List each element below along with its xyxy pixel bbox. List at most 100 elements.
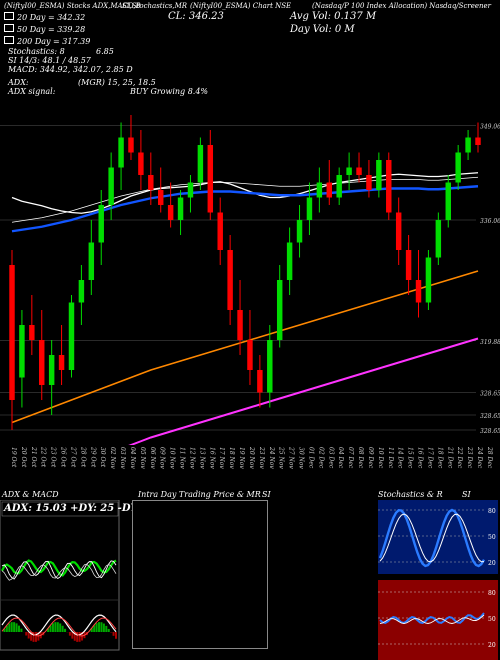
date-label: 14 Dec [397,447,404,469]
main-price-chart: 349.06 336.06 319.88 328.65 328.65 328.65 [0,115,500,445]
macd-bar [34,632,37,642]
candle-body [217,212,223,250]
candle-body [138,152,144,175]
date-label: 22 Dec [456,446,463,469]
date-label: 27 Oct [69,446,76,468]
candle-body [296,220,303,243]
macd-line [1,614,117,636]
macd-bar [5,625,8,632]
macd-bar [3,628,6,632]
macd-bar [107,628,110,632]
adx-box-text: ADX: 15.03 +DY: 25 -DY: 18.47 [4,503,175,514]
date-label: 10 Nov [169,447,176,469]
date-label: 18 Dec [436,447,443,469]
ma20-legend: 20 Day = 342.32 [4,12,85,22]
date-label: 04 Nov [129,447,136,469]
ma50-legend-icon [4,24,14,32]
macd-bar [95,623,98,632]
date-label: 10 Dec [377,447,384,469]
candle-body [306,197,313,220]
candle-body [118,137,124,168]
candle-body [48,355,55,385]
adx-macd-panel [0,500,120,651]
date-label: 23 Oct [50,446,57,468]
candle-body [227,250,233,310]
date-label: 28 Oct [79,446,86,468]
index-line: (Nasdaq/P 100 Index Allocation) Nasdaq/S… [312,2,492,10]
candle-body [455,152,461,183]
macd-bar [51,623,54,632]
day-vol: Day Vol: 0 M [290,24,355,35]
candle-body [128,137,134,153]
candle-body [187,182,194,198]
candle-body [356,167,362,175]
stoch-level-label: 20 [488,560,496,567]
adx-osc-line [1,560,117,580]
candle-body [78,280,85,303]
macd-bar [98,622,101,632]
date-label: 29 Oct [89,446,96,468]
macd-bar [105,625,108,632]
candle-body [98,205,104,243]
candle-body [366,175,372,190]
si-level-label: 80 [488,590,496,597]
candle-body [68,302,75,370]
macd-bar [8,623,11,632]
si-level-label: 20 [488,642,496,649]
date-label: 15 Dec [407,447,414,469]
macd-bar [20,628,23,632]
stoch-level-label: 50 [488,534,496,541]
candle-body [88,242,95,280]
date-label: 21 Oct [30,446,37,468]
macd-bar [93,625,96,632]
macd-bar [47,628,50,632]
date-label: 24 Dec [476,446,483,469]
stoch-d-line [379,513,485,563]
date-label: 12 Nov [188,447,195,469]
stoch-val: 6.85 [96,47,114,56]
candle-body [346,167,352,175]
si-line-2 [379,614,485,624]
price-axis-label: 328.65 [480,413,500,420]
intraday-panel-title: Intra Day Trading Price & MR [138,490,261,499]
avg-vol: Avg Vol: 0.137 M [290,11,377,22]
stoch-panel-si: SI [462,490,471,499]
intraday-panel [132,500,268,649]
si-level-label: 50 [488,616,496,623]
date-label: 17 Nov [218,447,225,469]
date-label: 21 Dec [446,446,453,469]
candle-body [197,145,204,183]
candle-body [276,280,283,340]
date-label: 24 Nov [268,446,275,469]
candle-body [108,167,114,205]
price-axis-label: 349.06 [480,124,500,131]
date-label: 09 Dec [367,447,374,469]
ma50-legend: 50 Day = 339.28 [4,24,85,34]
macd-bar [13,622,16,632]
date-label: 16 Dec [417,447,424,469]
date-label: 01 Dec [307,447,314,469]
candle-body [435,220,442,258]
stochastics-panel: 80 50 20 80 50 20 [378,500,498,660]
ma-line-extra [128,337,479,445]
candle-body [316,182,323,198]
candle-body [257,370,263,393]
close-label: CL: 346.23 [168,11,224,22]
date-label: 11 Nov [179,447,186,469]
candle-body [207,145,214,213]
date-label: 19 Nov [238,447,245,469]
candle-body [395,212,402,250]
macd-bar [15,623,18,632]
candle-body [29,325,35,340]
macd-bar [10,622,13,632]
si-line-1 [379,612,485,624]
candle-body [157,190,164,205]
date-axis: 19 Oct 20 Oct 21 Oct 22 Oct 23 Oct 26 Oct 27 O… [10,446,493,469]
candle-body [326,182,333,198]
date-label: 19 Oct [10,447,17,468]
stoch-k-line [378,508,486,568]
date-label: 18 Nov [228,447,235,469]
candle-body [39,340,45,385]
macd-bar [56,622,59,632]
candle-body [386,160,392,213]
